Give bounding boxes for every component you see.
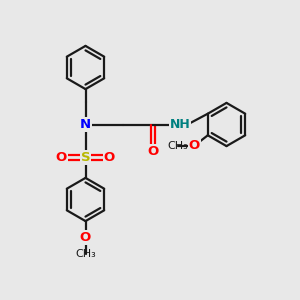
Text: N: N (80, 118, 91, 131)
Text: O: O (80, 231, 91, 244)
Text: NH: NH (169, 118, 190, 131)
Text: S: S (81, 151, 90, 164)
Text: CH₃: CH₃ (75, 249, 96, 259)
Text: O: O (104, 151, 115, 164)
Text: CH₃: CH₃ (167, 141, 188, 151)
Text: O: O (189, 139, 200, 152)
Text: O: O (56, 151, 67, 164)
Text: O: O (147, 145, 159, 158)
